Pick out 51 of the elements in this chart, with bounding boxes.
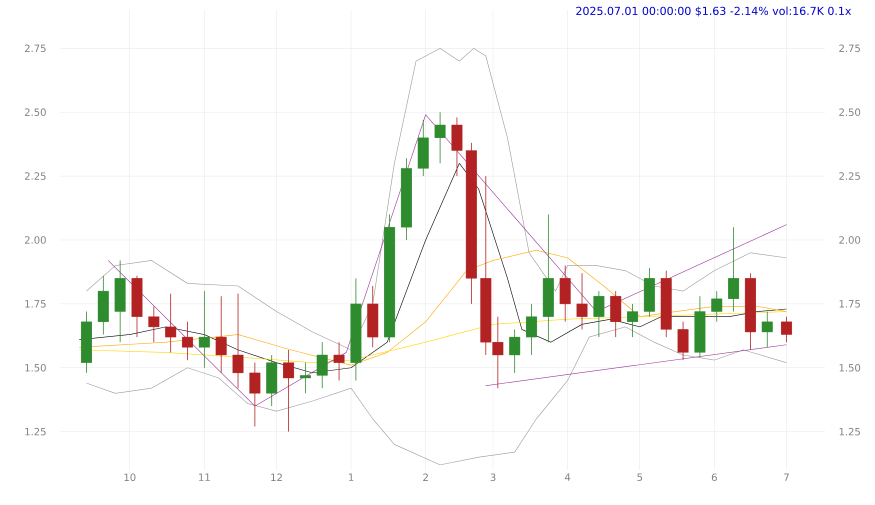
- chart-title: 2025.07.01 00:00:00 $1.63 -2.14% vol:16.7K 0.1x: [576, 6, 852, 16]
- x-tick-label: 1: [349, 474, 354, 481]
- y-tick-label: 2.75: [24, 44, 46, 52]
- candlestick: [300, 362, 311, 394]
- y-tick-label: 2.25: [24, 172, 46, 180]
- line-series: [78, 311, 787, 363]
- y-tick-label: 2.50: [24, 108, 46, 116]
- candlestick: [576, 272, 588, 330]
- candlestick: [781, 316, 792, 343]
- line-series: [86, 326, 787, 466]
- y2-tick-label: 2.25: [839, 172, 860, 180]
- candlestick: [678, 321, 689, 360]
- candlestick: [249, 362, 260, 427]
- y2-tick-label: 2.50: [839, 108, 860, 116]
- candlestick: [434, 112, 446, 164]
- x-tick-label: 11: [199, 474, 210, 481]
- candlestick: [711, 290, 722, 322]
- x-tick-label: 6: [712, 474, 717, 482]
- candlestick: [526, 303, 538, 356]
- candlestick: [283, 349, 294, 432]
- y2-tick-label: 1.75: [840, 300, 860, 308]
- line-series: [86, 48, 787, 350]
- x-tick-label: 4: [564, 474, 570, 481]
- candlestick: [216, 296, 227, 374]
- candlestick: [728, 226, 740, 312]
- candlestick: [627, 303, 638, 338]
- x-tick-label: 2: [423, 474, 428, 481]
- line-series: [78, 250, 787, 366]
- y2-tick-label: 1.25: [840, 428, 860, 436]
- candlestick: [316, 342, 328, 389]
- x-tick-label: 12: [271, 474, 282, 481]
- x-tick-label: 5: [637, 474, 642, 481]
- y-tick-label: 1.75: [25, 300, 46, 308]
- x-tick-label: 3: [490, 474, 496, 482]
- candlestick: [182, 321, 193, 360]
- candlestick: [148, 306, 160, 343]
- y-tick-label: 1.50: [25, 364, 46, 372]
- candlestick: [334, 342, 345, 381]
- y2-tick-label: 2.00: [839, 236, 860, 244]
- candlestick: [762, 311, 773, 348]
- candlestick: [232, 293, 244, 389]
- candlestick: [509, 329, 520, 374]
- x-tick-label: 7: [784, 474, 789, 481]
- y2-tick-label: 1.50: [840, 364, 860, 372]
- y-tick-label: 2.00: [24, 236, 46, 244]
- x-tick-label: 10: [124, 474, 136, 482]
- y2-tick-label: 2.75: [839, 44, 860, 52]
- candlestick: [198, 290, 210, 368]
- y-tick-label: 1.25: [25, 428, 46, 436]
- candlestick: [593, 290, 604, 338]
- candlestick: [165, 293, 176, 353]
